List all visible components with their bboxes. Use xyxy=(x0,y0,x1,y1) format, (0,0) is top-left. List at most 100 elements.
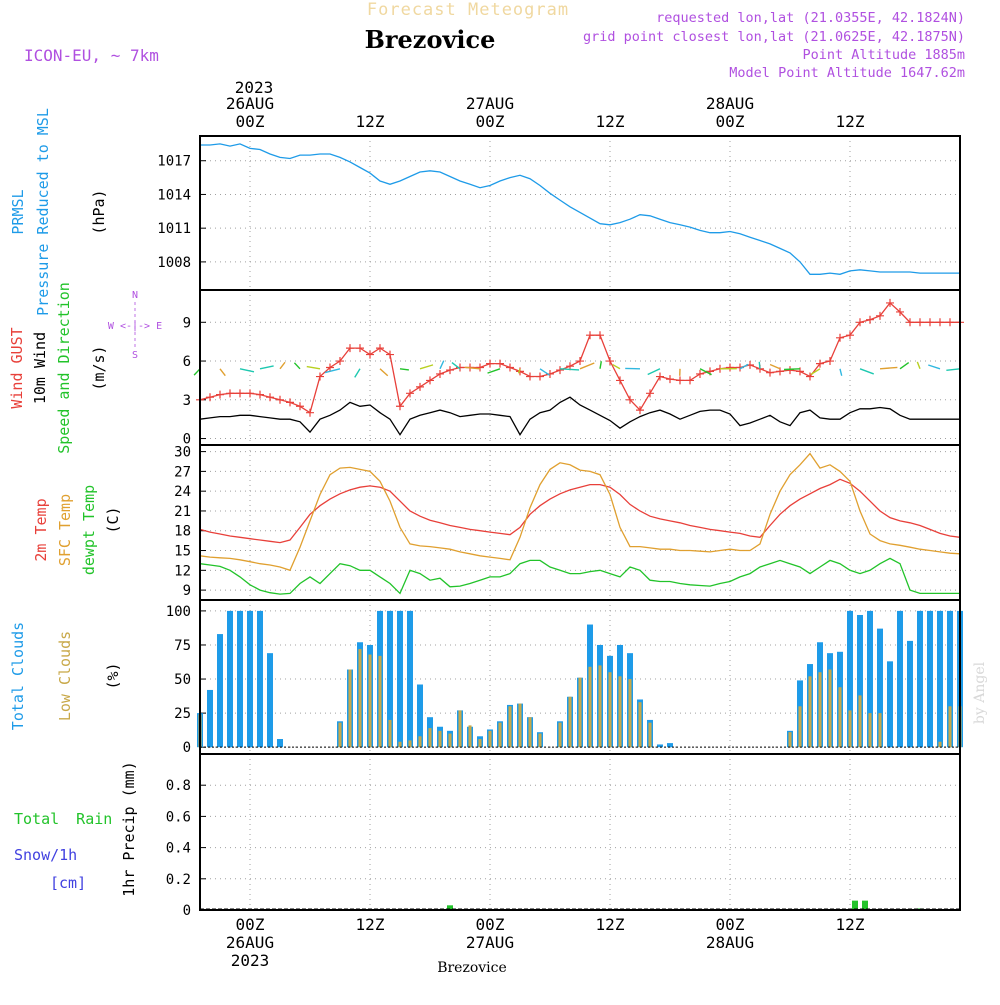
wind-arrow xyxy=(784,369,800,370)
model-label: ICON-EU, ~ 7km xyxy=(24,46,159,65)
gust-marker xyxy=(216,391,224,399)
y-tick-label: 1011 xyxy=(157,221,191,237)
total-cloud-bar xyxy=(927,611,933,747)
top-tick-hour: 00Z xyxy=(476,112,505,131)
gust-marker xyxy=(946,318,954,326)
low-cloud-bar xyxy=(939,742,942,747)
panel-frame xyxy=(200,445,960,600)
wind-10m-label: 10m Wind xyxy=(31,332,49,404)
bottom-tick-hour: 12Z xyxy=(356,915,385,934)
low-cloud-bar xyxy=(809,676,812,747)
compass-south: S xyxy=(132,350,138,361)
prmsl-label: PRMSL xyxy=(9,189,27,234)
total-cloud-bar xyxy=(397,611,403,747)
low-cloud-bar xyxy=(469,725,472,747)
gust-marker xyxy=(376,344,384,352)
gust-marker xyxy=(666,375,674,383)
low-cloud-bar xyxy=(609,672,612,747)
low-cloud-bar xyxy=(849,710,852,747)
gridpoint-coords: grid point closest lon,lat (21.0625E, 42… xyxy=(583,29,965,45)
clouds-labels: Total Clouds Low Clouds (%) xyxy=(9,622,122,730)
gust-marker xyxy=(516,367,524,375)
wind-arrow xyxy=(946,369,960,371)
total-cloud-bar xyxy=(267,653,273,747)
gust-marker xyxy=(686,376,694,384)
wind-arrow xyxy=(928,365,940,369)
wind-arrow xyxy=(770,364,780,368)
gust-marker xyxy=(476,364,484,372)
gust-marker xyxy=(526,373,534,381)
y-tick-label: 1014 xyxy=(157,187,191,203)
low-cloud-bar xyxy=(839,687,842,747)
wind-gust-label: Wind GUST xyxy=(8,327,26,408)
y-tick-label: 0 xyxy=(183,903,191,919)
low-cloud-bar xyxy=(589,667,592,747)
bottom-tick-hour: 00Z xyxy=(236,915,265,934)
wind-speed-dir-label: Speed and Direction xyxy=(55,282,73,454)
wind-arrow xyxy=(600,361,601,369)
low-cloud-bar xyxy=(409,740,412,747)
snow-label: Snow/1h xyxy=(14,846,77,864)
low-cloud-bar xyxy=(579,678,582,748)
low-cloud-bar xyxy=(369,655,372,748)
wind-arrow xyxy=(759,362,760,369)
bottom-tick-hour: 00Z xyxy=(716,915,745,934)
total-cloud-bar xyxy=(887,661,893,747)
wind-arrow xyxy=(380,369,388,376)
series-line xyxy=(200,558,960,594)
low-cloud-bar xyxy=(459,710,462,747)
low-cloud-bar xyxy=(429,728,432,747)
wind-arrow xyxy=(452,363,460,369)
precip-unit: 1hr Precip (mm) xyxy=(120,761,138,896)
bottom-tick-day: 27AUG xyxy=(466,933,514,952)
total-cloud-bar xyxy=(257,611,263,747)
low-cloud-bar xyxy=(599,665,602,747)
low-cloud-bar xyxy=(519,704,522,748)
model-altitude: Model Point Altitude 1647.62m xyxy=(729,65,965,81)
gust-marker xyxy=(646,389,654,397)
total-cloud-bar xyxy=(897,611,903,747)
top-tick-hour: 12Z xyxy=(356,112,385,131)
gust-marker xyxy=(556,366,564,374)
bottom-tick-hour: 00Z xyxy=(476,915,505,934)
wind-arrow xyxy=(240,369,254,372)
gust-marker xyxy=(276,396,284,404)
y-tick-label: 0.8 xyxy=(166,778,191,794)
gust-marker xyxy=(786,366,794,374)
gust-marker xyxy=(616,376,624,384)
gust-marker xyxy=(206,393,214,401)
product-title: Forecast Meteogram xyxy=(367,0,569,20)
gust-marker xyxy=(536,373,544,381)
wind-arrow xyxy=(488,369,500,373)
wind-unit: (m/s) xyxy=(90,345,108,390)
gust-marker xyxy=(246,389,254,397)
y-tick-label: 9 xyxy=(183,583,191,599)
dewpt-label: dewpt Temp xyxy=(80,485,98,575)
gust-marker xyxy=(826,357,834,365)
y-tick-label: 75 xyxy=(174,638,191,654)
wind-arrow xyxy=(648,369,660,375)
y-tick-label: 0.2 xyxy=(166,872,191,888)
bottom-tick-year: 2023 xyxy=(231,951,270,970)
low-cloud-bar xyxy=(379,656,382,747)
top-tick-day: 27AUG xyxy=(466,94,514,113)
low-cloud-bar xyxy=(339,723,342,748)
low-cloud-bar xyxy=(389,720,392,747)
gust-marker xyxy=(446,366,454,374)
gust-marker xyxy=(926,318,934,326)
total-cloud-bar xyxy=(207,690,213,747)
total-cloud-bar xyxy=(907,641,913,747)
total-cloud-bar xyxy=(247,611,253,747)
y-tick-label: 12 xyxy=(174,563,191,579)
low-cloud-bar xyxy=(949,706,952,747)
gust-marker xyxy=(496,360,504,368)
y-tick-label: 15 xyxy=(174,544,191,560)
wind-arrow xyxy=(917,362,920,369)
wind-arrow xyxy=(860,369,874,374)
gust-marker xyxy=(596,331,604,339)
total-cloud-bar xyxy=(227,611,233,747)
